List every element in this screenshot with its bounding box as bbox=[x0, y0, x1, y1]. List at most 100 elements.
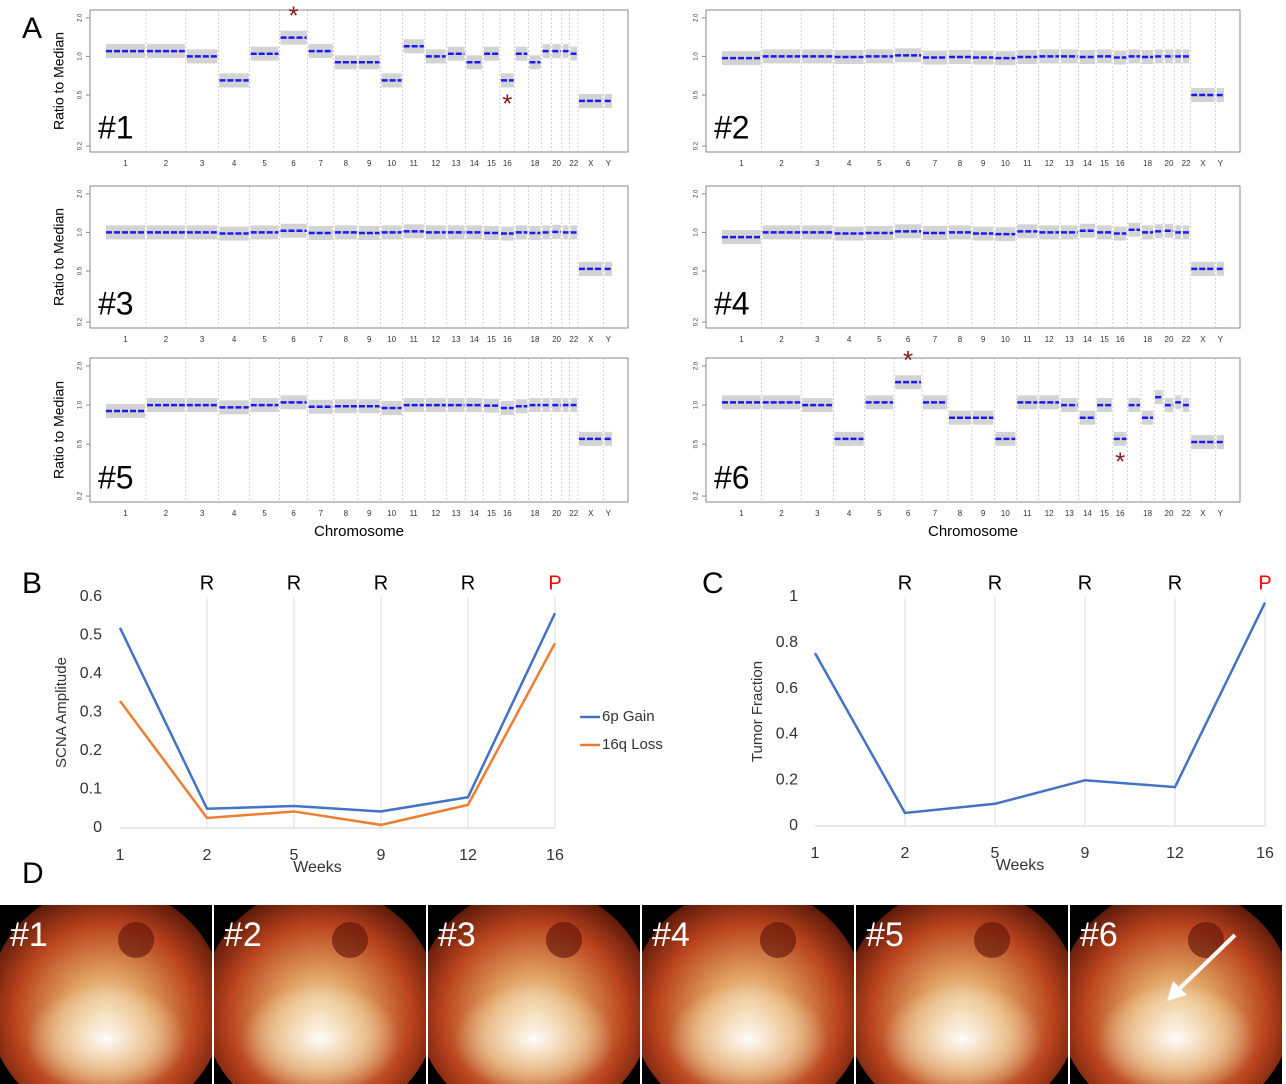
x-tick-label: 20 bbox=[1165, 509, 1174, 518]
x-tick-label: 5 bbox=[877, 159, 882, 168]
noise-band bbox=[802, 49, 833, 64]
y-tick-label: 2.0 bbox=[694, 189, 700, 198]
x-tick-label: 18 bbox=[531, 509, 540, 518]
noise-band bbox=[466, 55, 483, 70]
optic-disc bbox=[1188, 922, 1224, 958]
noise-band bbox=[834, 49, 864, 64]
x-tick-label: 20 bbox=[1165, 335, 1174, 344]
x-tick-label: 7 bbox=[933, 159, 938, 168]
noise-band bbox=[466, 398, 483, 413]
y-tick-label: 0.5 bbox=[694, 439, 700, 448]
x-tick-label: 18 bbox=[1143, 159, 1152, 168]
y-tick-label: 0.8 bbox=[776, 634, 798, 651]
noise-band bbox=[1079, 410, 1096, 425]
x-tick-label: 9 bbox=[377, 847, 386, 864]
x-tick-label: 15 bbox=[1100, 159, 1109, 168]
x-tick-label: Y bbox=[606, 509, 612, 518]
x-tick-label: 4 bbox=[232, 509, 237, 518]
sample-label: #1 bbox=[98, 109, 134, 145]
plot-frame bbox=[89, 357, 629, 503]
x-tick-label: 7 bbox=[319, 335, 324, 344]
x-tick-label: 2 bbox=[779, 509, 784, 518]
x-tick-label: 1 bbox=[811, 845, 820, 862]
x-tick-label: 8 bbox=[958, 159, 963, 168]
x-tick-label: X bbox=[588, 335, 594, 344]
x-tick-label: 3 bbox=[815, 159, 820, 168]
annotation: R bbox=[287, 572, 301, 594]
noise-band bbox=[1097, 49, 1112, 64]
annotation: P bbox=[548, 572, 561, 594]
noise-band bbox=[1097, 398, 1112, 413]
panel-letter: A bbox=[22, 12, 42, 45]
x-tick-label: 12 bbox=[1045, 335, 1054, 344]
y-tick-label: 0.2 bbox=[80, 742, 102, 759]
x-tick-label: 9 bbox=[981, 509, 986, 518]
x-tick-label: 13 bbox=[452, 159, 461, 168]
y-axis-title: Ratio to Median bbox=[51, 208, 67, 306]
x-tick-label: 1 bbox=[739, 509, 744, 518]
photo bbox=[642, 905, 854, 1084]
x-tick-label: 4 bbox=[232, 159, 237, 168]
annotation: * bbox=[903, 345, 913, 375]
x-tick-label: 11 bbox=[410, 159, 419, 168]
y-tick-label: 1 bbox=[789, 588, 798, 605]
x-tick-label: 18 bbox=[1143, 509, 1152, 518]
noise-band bbox=[802, 398, 833, 413]
optic-disc bbox=[760, 922, 796, 958]
series-line bbox=[118, 612, 557, 813]
noise-band bbox=[500, 73, 514, 88]
x-tick-label: 4 bbox=[847, 509, 852, 518]
x-tick-label: 6 bbox=[291, 159, 296, 168]
y-axis-title: Ratio to Median bbox=[51, 381, 67, 479]
x-tick-label: 16 bbox=[503, 159, 512, 168]
x-tick-label: 5 bbox=[290, 847, 299, 864]
x-tick-label: 5 bbox=[991, 845, 1000, 862]
x-tick-label: 1 bbox=[123, 159, 128, 168]
x-tick-label: X bbox=[1200, 335, 1206, 344]
x-tick-label: X bbox=[588, 159, 594, 168]
x-tick-label: 22 bbox=[569, 159, 578, 168]
noise-band bbox=[186, 49, 218, 64]
noise-band bbox=[484, 46, 499, 61]
noise-band bbox=[186, 398, 218, 413]
y-tick-label: 1.0 bbox=[694, 52, 700, 61]
x-tick-label: 15 bbox=[487, 159, 496, 168]
x-tick-label: 3 bbox=[200, 159, 205, 168]
y-axis-title: SCNA Amplitude bbox=[53, 657, 70, 768]
y-tick-label: 2.0 bbox=[78, 13, 84, 22]
plot-frame bbox=[705, 9, 1241, 153]
annotation: P bbox=[1258, 572, 1271, 594]
x-tick-label: 16 bbox=[1256, 845, 1274, 862]
lesion bbox=[882, 984, 1042, 1084]
y-tick-label: 0 bbox=[789, 817, 798, 834]
x-tick-label: 12 bbox=[1045, 509, 1054, 518]
x-tick-label: 18 bbox=[531, 159, 540, 168]
photo-label: #4 bbox=[652, 916, 690, 954]
legend-label: 16q Loss bbox=[602, 736, 663, 753]
y-tick-label: 0.2 bbox=[776, 771, 798, 788]
x-tick-label: 2 bbox=[164, 159, 169, 168]
x-tick-label: 10 bbox=[387, 509, 396, 518]
x-tick-label: 9 bbox=[981, 159, 986, 168]
x-tick-label: 1 bbox=[739, 335, 744, 344]
x-tick-label: Y bbox=[606, 159, 612, 168]
x-tick-label: 1 bbox=[739, 159, 744, 168]
x-tick-label: 14 bbox=[470, 509, 479, 518]
x-tick-label: 12 bbox=[431, 509, 440, 518]
y-tick-label: 2.0 bbox=[694, 361, 700, 370]
x-tick-label: 7 bbox=[933, 335, 938, 344]
noise-band bbox=[466, 225, 483, 240]
x-tick-label: 18 bbox=[531, 335, 540, 344]
noise-band bbox=[484, 225, 499, 240]
photo-label: #1 bbox=[10, 916, 48, 954]
noise-band bbox=[186, 225, 218, 240]
photo bbox=[428, 905, 640, 1084]
noise-band bbox=[1079, 49, 1096, 64]
x-tick-label: 5 bbox=[877, 509, 882, 518]
photo bbox=[0, 905, 212, 1084]
x-tick-label: 11 bbox=[410, 335, 419, 344]
x-tick-label: 20 bbox=[552, 335, 561, 344]
annotation: R bbox=[988, 572, 1002, 594]
sample-label: #6 bbox=[714, 459, 750, 495]
